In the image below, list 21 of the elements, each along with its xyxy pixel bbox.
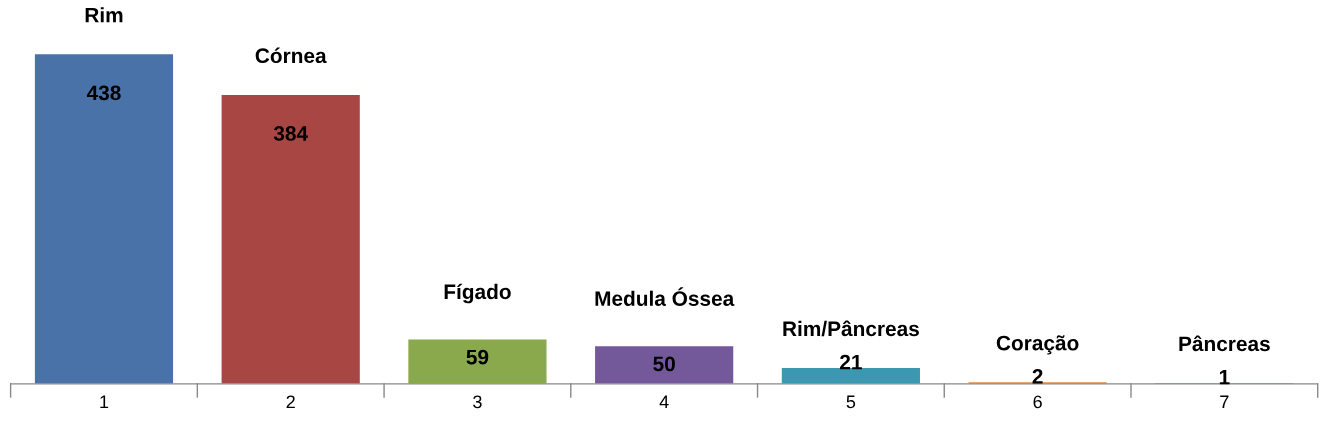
x-tick-label: 5	[846, 395, 856, 409]
data-label: 59	[466, 349, 489, 365]
data-label: 1	[1219, 369, 1230, 385]
x-tick-label: 2	[286, 395, 295, 409]
annotation: Córnea	[255, 47, 327, 64]
data-label: 438	[86, 85, 121, 101]
x-tick-label: 4	[659, 395, 669, 409]
x-tick-label: 7	[1220, 395, 1229, 409]
x-tick-label: 3	[473, 395, 482, 409]
data-label: 50	[653, 356, 675, 372]
annotation: Pâncreas	[1179, 335, 1270, 352]
annotation: Medula Óssea	[595, 287, 735, 306]
annotation: Rim	[85, 7, 123, 23]
annotation: Rim/Pâncreas	[783, 320, 919, 337]
data-label: 21	[840, 354, 862, 370]
data-label: 384	[273, 126, 308, 141]
annotation: Fígado	[444, 283, 511, 304]
x-tick-label: 1	[100, 395, 109, 409]
x-tick-label: 6	[1033, 395, 1042, 409]
annotation: Coração	[996, 335, 1079, 355]
data-label: 2	[1032, 369, 1043, 384]
